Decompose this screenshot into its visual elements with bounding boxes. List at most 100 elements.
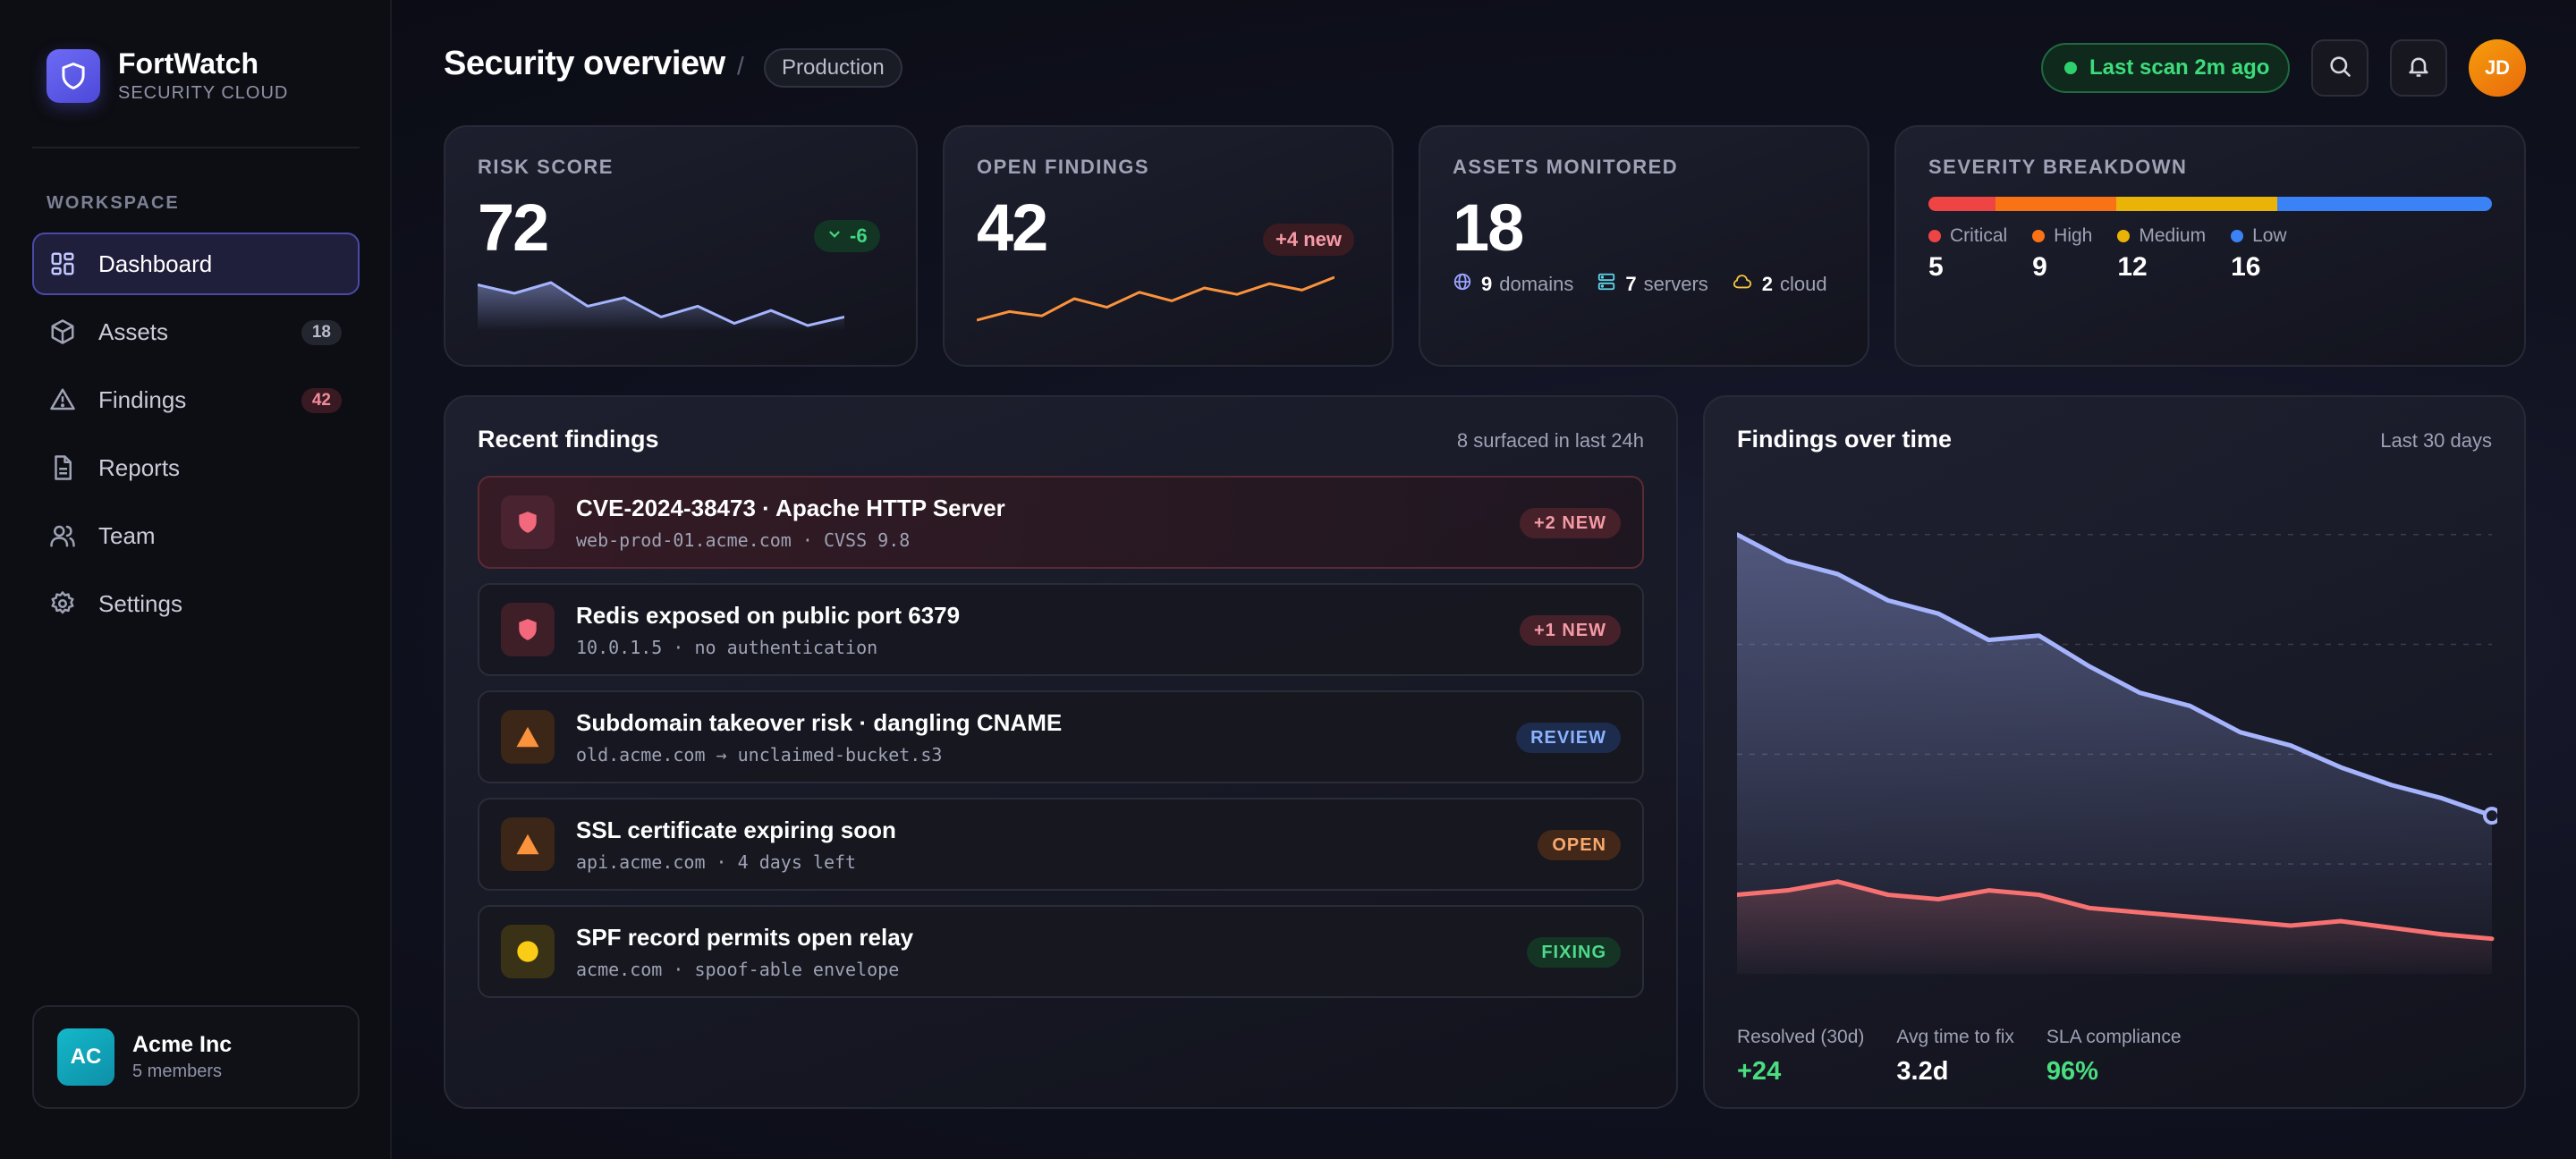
sidebar-item-settings[interactable]: Settings <box>32 572 360 635</box>
environment-selector[interactable]: Production <box>764 48 902 88</box>
finding-status-badge: FIXING <box>1527 937 1621 968</box>
brand-subtitle: SECURITY CLOUD <box>118 83 289 104</box>
recent-findings-meta: 8 surfaced in last 24h <box>1456 429 1644 452</box>
finding-row[interactable]: Redis exposed on public port 6379 10.0.1… <box>478 583 1644 676</box>
findings-count-badge: 42 <box>301 388 342 413</box>
triangle-icon <box>516 726 539 748</box>
open-findings-label: OPEN FINDINGS <box>977 156 1150 178</box>
gear-icon <box>48 589 77 618</box>
asset-servers-count: 7 <box>1625 273 1637 295</box>
sidebar-divider <box>32 147 360 148</box>
shield-icon <box>519 512 537 533</box>
shield-logo-icon <box>47 49 100 104</box>
assets-count-badge: 18 <box>301 320 342 345</box>
severity-low: Low 16 <box>2231 225 2287 283</box>
asset-breakdown: 9 domains 7 servers 2 <box>1453 272 1851 297</box>
sidebar-item-label: Findings <box>98 385 187 413</box>
severity-segment-low <box>2277 197 2492 211</box>
scan-status-text: Last scan 2m ago <box>2089 55 2270 80</box>
risk-trend-line <box>478 281 844 327</box>
sidebar-item-label: Assets <box>98 317 169 345</box>
severity-low-label: Low <box>2252 225 2287 246</box>
sidebar-item-team[interactable]: Team <box>32 504 360 567</box>
org-switcher[interactable]: AC Acme Inc 5 members <box>32 1005 360 1109</box>
finding-status-badge: OPEN <box>1538 830 1621 860</box>
severity-segment-medium <box>2116 197 2277 211</box>
severity-medium-count: 12 <box>2117 252 2148 282</box>
search-icon <box>2327 54 2352 83</box>
series-0-endpoint <box>2483 807 2497 825</box>
chart-title: Findings over time <box>1737 426 1953 453</box>
finding-status-badge: +1 NEW <box>1519 615 1621 646</box>
asset-servers-label: servers <box>1643 273 1708 295</box>
asset-cloud-count: 2 <box>1761 273 1774 295</box>
medium-dot-icon <box>2117 230 2131 242</box>
finding-row[interactable]: SPF record permits open relay acme.com ·… <box>478 905 1644 998</box>
assets-monitored-label: ASSETS MONITORED <box>1453 156 1679 178</box>
org-avatar: AC <box>57 1028 114 1086</box>
stat-sla-label: SLA compliance <box>2046 1027 2182 1047</box>
nav-section-title: WORKSPACE <box>47 193 180 213</box>
asset-domains-label: domains <box>1499 273 1574 295</box>
findings-over-time-panel: Findings over time Last 30 days Resolved… <box>1703 395 2526 1109</box>
open-findings-value: 42 <box>977 190 1048 265</box>
stat-resolved-label: Resolved (30d) <box>1737 1027 1865 1047</box>
series-0-area <box>1737 534 2492 974</box>
notifications-button[interactable] <box>2390 39 2447 97</box>
sidebar-item-label: Team <box>98 521 156 549</box>
breadcrumb-separator: / <box>737 52 744 80</box>
page-title: Security overview <box>444 45 725 82</box>
sidebar-item-reports[interactable]: Reports <box>32 436 360 499</box>
finding-title: Redis exposed on public port 6379 <box>576 601 961 629</box>
severity-critical-count: 5 <box>1928 252 1944 282</box>
series-1-area <box>1737 881 2492 974</box>
finding-severity-icon <box>501 495 555 549</box>
scan-status-badge[interactable]: Last scan 2m ago <box>2041 43 2290 93</box>
asset-cloud: 2 cloud <box>1732 272 1827 297</box>
finding-detail: web-prod-01.acme.com · CVSS 9.8 <box>576 529 911 551</box>
risk-score-value: 72 <box>478 190 549 265</box>
search-button[interactable] <box>2311 39 2368 97</box>
sidebar-item-assets[interactable]: Assets 18 <box>32 300 360 363</box>
severity-high-label: High <box>2054 225 2093 246</box>
finding-detail: acme.com · spoof-able envelope <box>576 958 900 980</box>
findings-delta-badge: +4 new <box>1263 224 1354 256</box>
finding-title: Subdomain takeover risk · dangling CNAME <box>576 708 1063 736</box>
risk-sparkline <box>478 281 844 331</box>
series-0-line <box>1737 532 2495 818</box>
risk-delta-badge: -6 <box>814 220 880 252</box>
finding-row[interactable]: CVE-2024-38473 · Apache HTTP Server web-… <box>478 476 1644 569</box>
severity-breakdown-label: SEVERITY BREAKDOWN <box>1928 156 2188 178</box>
stat-avg-fix: Avg time to fix 3.2d <box>1896 1027 2014 1087</box>
findings-trend-chart <box>1737 532 2497 974</box>
high-dot-icon <box>2032 230 2046 242</box>
globe-icon <box>1453 272 1472 297</box>
user-avatar[interactable]: JD <box>2469 39 2526 97</box>
finding-detail: 10.0.1.5 · no authentication <box>576 636 878 658</box>
shield-icon <box>519 619 537 640</box>
finding-row[interactable]: SSL certificate expiring soon api.acme.c… <box>478 798 1644 891</box>
status-dot-icon <box>2064 62 2077 74</box>
assets-monitored-value: 18 <box>1453 190 1524 265</box>
severity-medium-label: Medium <box>2139 225 2207 246</box>
finding-severity-icon <box>501 603 555 656</box>
chart-summary-stats: Resolved (30d) +24 Avg time to fix 3.2d … <box>1737 1027 2214 1087</box>
finding-status-badge: +2 NEW <box>1519 508 1621 538</box>
org-members: 5 members <box>132 1062 223 1081</box>
finding-status-badge: REVIEW <box>1516 723 1621 753</box>
brand[interactable]: FortWatch SECURITY CLOUD <box>47 47 289 104</box>
severity-low-count: 16 <box>2231 252 2261 282</box>
cloud-icon <box>1732 272 1753 297</box>
sidebar-item-dashboard[interactable]: Dashboard <box>32 233 360 295</box>
sidebar-item-findings[interactable]: Findings 42 <box>32 368 360 431</box>
finding-title: CVE-2024-38473 · Apache HTTP Server <box>576 494 1005 521</box>
severity-critical: Critical 5 <box>1928 225 2007 283</box>
finding-row[interactable]: Subdomain takeover risk · dangling CNAME… <box>478 690 1644 783</box>
sidebar-item-label: Dashboard <box>98 250 213 277</box>
severity-segment-high <box>1996 197 2116 211</box>
assets-monitored-card: ASSETS MONITORED 18 9 domains <box>1419 125 1869 367</box>
low-dot-icon <box>2231 230 2244 242</box>
recent-findings-title: Recent findings <box>478 426 659 453</box>
finding-severity-icon <box>501 925 555 978</box>
